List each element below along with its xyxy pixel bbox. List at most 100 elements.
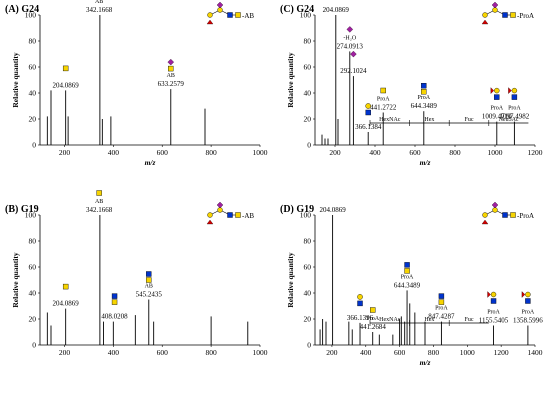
- y-tick-label: 80: [29, 37, 37, 46]
- y-tick-label: 0: [307, 141, 311, 150]
- blue-square-icon: [421, 82, 427, 89]
- yellow-circle-icon: [525, 291, 531, 298]
- blue-square-icon: [494, 94, 500, 100]
- peak-annotation: 644.3489: [394, 281, 421, 289]
- annotation-sub: AB: [145, 284, 153, 290]
- x-tick-label: 600: [157, 148, 169, 157]
- yellow-square-icon: [62, 283, 69, 290]
- y-tick-label: 20: [304, 115, 312, 124]
- y-tick-label: 0: [32, 141, 36, 150]
- yellow-circle-icon: [357, 294, 363, 300]
- y-tick-label: 60: [304, 263, 312, 272]
- peak-annotation: 366.1396: [347, 314, 374, 322]
- reducing-end-tag: -AB: [242, 212, 254, 220]
- peak-annotation: 1358.5996: [513, 317, 543, 325]
- mass-difference-label: Hex: [424, 117, 434, 123]
- x-tick-label: 400: [108, 148, 120, 157]
- peak-annotation: 1155.5405: [479, 317, 509, 325]
- peak-annotation: 342.1668: [86, 206, 113, 214]
- annotation-sub: ProA: [377, 97, 390, 103]
- x-tick-label: 1200: [528, 148, 543, 157]
- reducing-end-tag: -ProA: [517, 212, 534, 220]
- y-tick-label: 40: [304, 89, 312, 98]
- yellow-square-icon: [111, 299, 118, 305]
- mass-difference-label: Hex: [424, 317, 434, 323]
- y-tick-label: 60: [304, 63, 312, 72]
- x-tick-label: 1000: [460, 348, 475, 357]
- x-tick-label: 800: [428, 348, 440, 357]
- y-tick-label: 60: [29, 63, 37, 72]
- panel-a: (A) G24 -AB 0 20 40 60 80 100 200 400 600 800 1000 Re…: [5, 0, 268, 167]
- x-axis-label: m/z: [145, 158, 156, 167]
- reducing-end-tag: -AB: [242, 12, 254, 20]
- peak-annotation: 1097.4982: [500, 113, 530, 121]
- reducing-end-glycan-icon: -AB: [206, 201, 254, 225]
- x-tick-label: 1400: [528, 348, 543, 357]
- y-tick-label: 100: [300, 11, 312, 20]
- blue-square-icon: [146, 271, 152, 277]
- yellow-circle-icon: [365, 103, 372, 109]
- peak-annotation: 847.4287: [428, 313, 455, 321]
- peak-annotation: 204.0869: [53, 81, 80, 89]
- mass-difference-label: Fuc: [465, 317, 474, 323]
- y-tick-label: 100: [300, 211, 312, 220]
- y-axis-label: Relative quantity: [286, 52, 295, 107]
- x-tick-label: 600: [157, 348, 169, 357]
- peak-annotation: 366.1384: [355, 123, 382, 131]
- peak-annotation: 274.0913: [337, 42, 364, 50]
- x-tick-label: 400: [360, 348, 372, 357]
- x-tick-label: 400: [108, 348, 120, 357]
- y-tick-label: 40: [29, 89, 37, 98]
- blue-square-icon: [438, 293, 445, 299]
- yellow-square-icon: [96, 190, 102, 196]
- red-triangle-icon: [487, 291, 491, 298]
- reducing-end-glycan-icon: -ProA: [481, 201, 534, 225]
- mass-difference-label: HexNAc: [379, 317, 401, 323]
- peak-annotation: 204.0869: [323, 6, 350, 14]
- panel-title: (B) G19: [5, 204, 39, 215]
- y-tick-label: 0: [32, 341, 36, 350]
- panel-d: (D) G19 -ProA 0 20 40 60 80 100 200 400 600 800 1000…: [280, 201, 543, 367]
- blue-square-icon: [404, 262, 410, 268]
- x-tick-label: 800: [205, 148, 217, 157]
- yellow-square-icon: [404, 268, 410, 274]
- y-tick-label: 100: [25, 211, 37, 220]
- x-tick-label: 200: [59, 348, 71, 357]
- x-tick-label: 1200: [494, 348, 509, 357]
- annotation-sub: ProA: [487, 310, 500, 316]
- y-tick-label: 40: [29, 289, 37, 298]
- y-axis-label: Relative quantity: [286, 252, 295, 307]
- x-tick-label: 200: [326, 348, 338, 357]
- peak-annotation: 441.2722: [370, 104, 397, 112]
- y-tick-label: 80: [304, 237, 312, 246]
- x-tick-label: 1000: [488, 148, 503, 157]
- annotation-sub: ProA: [401, 274, 414, 280]
- peak-annotation: 441.2684: [360, 323, 387, 331]
- yellow-circle-icon: [494, 87, 500, 94]
- purple-diamond-icon: [167, 58, 174, 66]
- y-tick-label: 40: [304, 289, 312, 298]
- peak-annotation: 342.1668: [86, 6, 113, 14]
- panel-b: (B) G19 -AB 0 20 40 60 80 100 200 400 600 800 1000 Re…: [5, 190, 268, 357]
- annotation-sub: AB: [167, 73, 175, 79]
- y-axis-label: Relative quantity: [11, 52, 20, 107]
- peak-annotation: 204.0869: [53, 300, 80, 308]
- peak-annotation: 1009.4710: [482, 113, 512, 121]
- panel-title: (D) G19: [280, 204, 314, 215]
- blue-square-icon: [490, 298, 497, 304]
- peak-annotation: 408.0208: [101, 313, 128, 321]
- x-axis-label: m/z: [420, 158, 431, 167]
- annotation-sub: AB: [95, 0, 103, 5]
- mass-difference-label: Fuc: [465, 117, 474, 123]
- y-tick-label: 80: [29, 237, 37, 246]
- annotation-sub: -H₂O: [343, 35, 356, 41]
- annotation-sub: ProA: [417, 95, 430, 101]
- red-triangle-icon: [521, 291, 526, 298]
- panel-title: (C) G24: [280, 4, 314, 15]
- x-axis-label: m/z: [420, 358, 431, 367]
- annotation-sub: AB: [95, 199, 103, 205]
- y-tick-label: 20: [29, 115, 37, 124]
- y-tick-label: 0: [307, 341, 311, 350]
- x-tick-label: 800: [205, 348, 217, 357]
